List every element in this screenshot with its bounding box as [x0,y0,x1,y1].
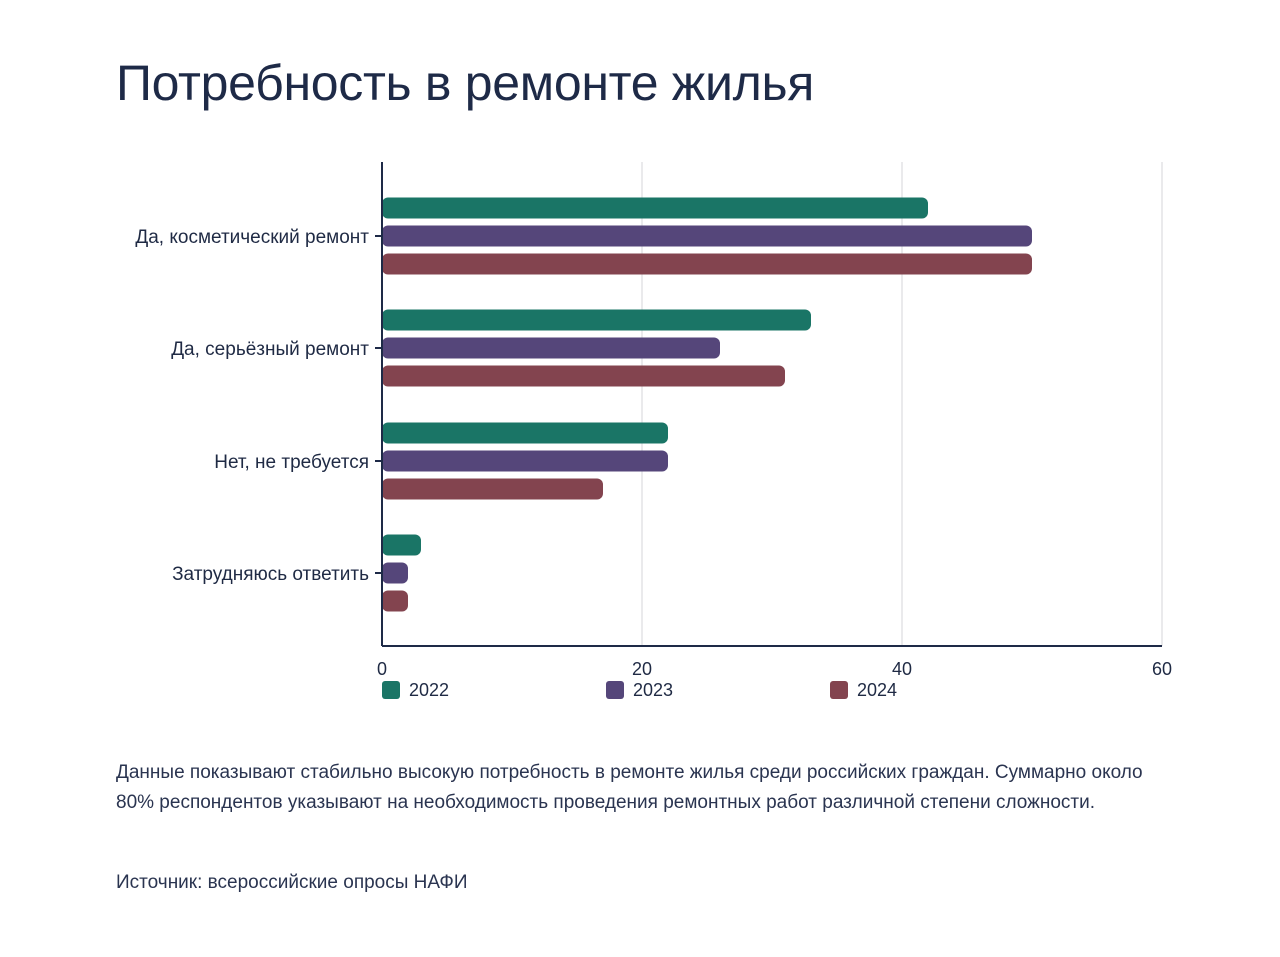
legend-label-2024: 2024 [857,680,897,700]
bar-2023-1 [382,225,1032,247]
bars [382,197,1032,612]
bar-2024-4 [382,590,408,612]
bar-2023-2 [382,337,720,359]
bar-2022-2 [382,309,811,331]
bar-2022-3 [382,422,668,444]
chart-description: Данные показывают стабильно высокую потр… [116,762,1143,813]
source-note: Источник: всероссийские опросы НАФИ [116,872,468,893]
bar-2024-2 [382,365,785,387]
bar-2022-4 [382,534,421,556]
legend-swatch-2023 [606,681,624,699]
category-label: Нет, не требуется [214,452,369,473]
category-label: Да, косметический ремонт [135,227,369,248]
category-label: Затрудняюсь ответить [172,564,369,585]
bar-2023-3 [382,450,668,472]
bar-chart: 0 20 40 60 Да, косметический ремонт Да, серьё… [135,162,1172,700]
legend-label-2022: 2022 [409,680,449,700]
legend-swatch-2024 [830,681,848,699]
bar-2024-3 [382,478,603,500]
bar-2023-4 [382,562,408,584]
axes: 0 20 40 60 Да, косметический ремонт Да, серьё… [135,162,1172,679]
bar-2024-1 [382,253,1032,275]
legend-label-2023: 2023 [633,680,673,700]
page-title: Потребность в ремонте жилья [116,55,814,111]
legend: 2022 2023 2024 [382,680,897,700]
x-tick-label: 0 [377,659,387,679]
bar-2022-1 [382,197,928,219]
x-tick-label: 20 [632,659,652,679]
category-label: Да, серьёзный ремонт [171,339,369,360]
x-tick-label: 40 [892,659,912,679]
x-tick-label: 60 [1152,659,1172,679]
legend-swatch-2022 [382,681,400,699]
